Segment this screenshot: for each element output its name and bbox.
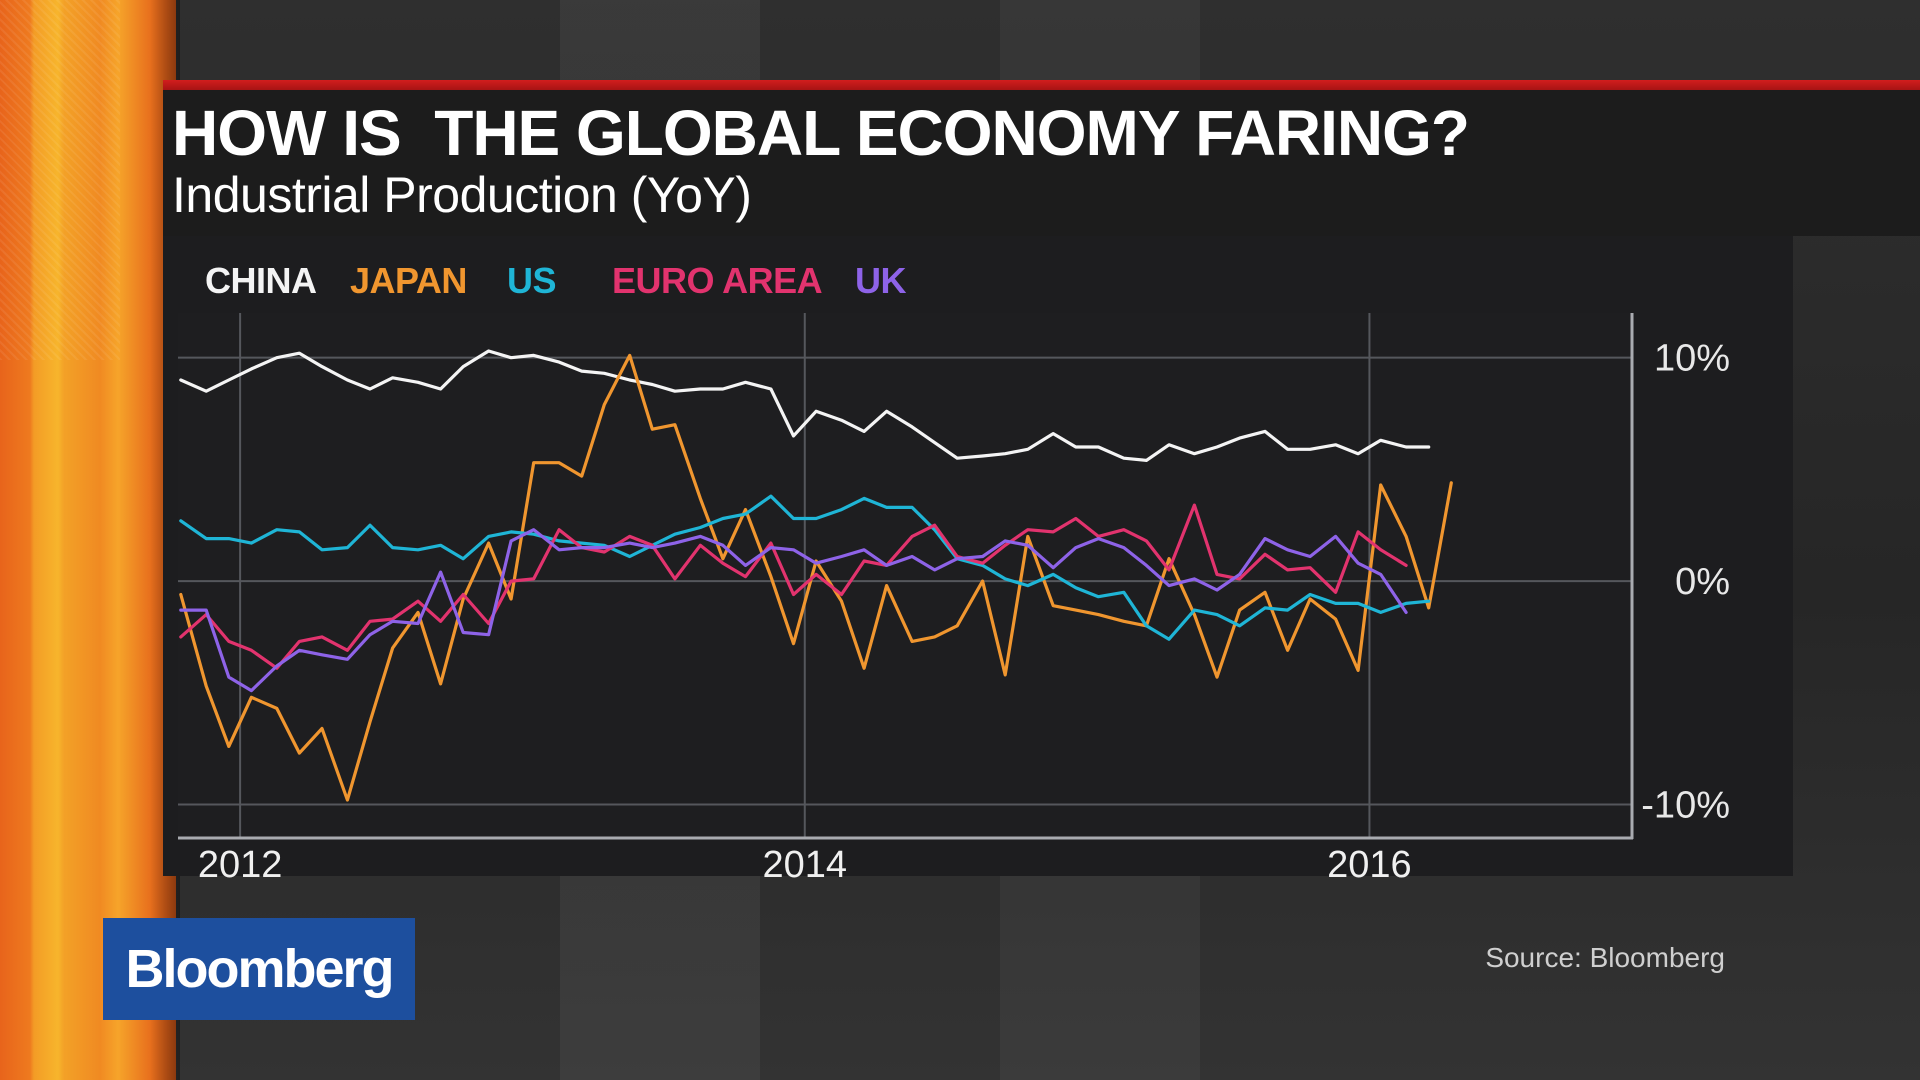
source-note: Source: Bloomberg (1485, 942, 1725, 973)
legend-china: CHINA (205, 260, 317, 301)
accent-rule (163, 80, 1920, 90)
x-tick-label: 2016 (1327, 844, 1412, 886)
title-panel (163, 90, 1920, 236)
series-line-us (179, 494, 1431, 641)
subheadline: Industrial Production (YoY) (172, 167, 752, 223)
x-tick-label: 2014 (762, 844, 847, 886)
legend-us: US (507, 260, 557, 301)
legend-euro-area: EURO AREA (612, 260, 823, 301)
bloomberg-logo: Bloomberg (103, 918, 415, 1020)
logo-text: Bloomberg (125, 939, 394, 999)
headline: HOW IS THE GLOBAL ECONOMY FARING? (172, 97, 1470, 169)
series-line-japan (179, 353, 1453, 802)
orange-texture-decoration (0, 0, 120, 360)
y-tick-label: 10% (1654, 338, 1730, 380)
legend-japan: JAPAN (350, 260, 467, 301)
x-tick-label: 2012 (198, 844, 283, 886)
series-line-china (179, 349, 1431, 462)
orange-stripe-decoration (0, 0, 176, 1080)
y-tick-label: -10% (1641, 784, 1730, 826)
series-line-uk (179, 528, 1408, 693)
series-line-euro-area (179, 503, 1408, 670)
plot-area (178, 313, 1632, 838)
y-tick-label: 0% (1675, 561, 1730, 603)
legend-uk: UK (855, 260, 907, 301)
